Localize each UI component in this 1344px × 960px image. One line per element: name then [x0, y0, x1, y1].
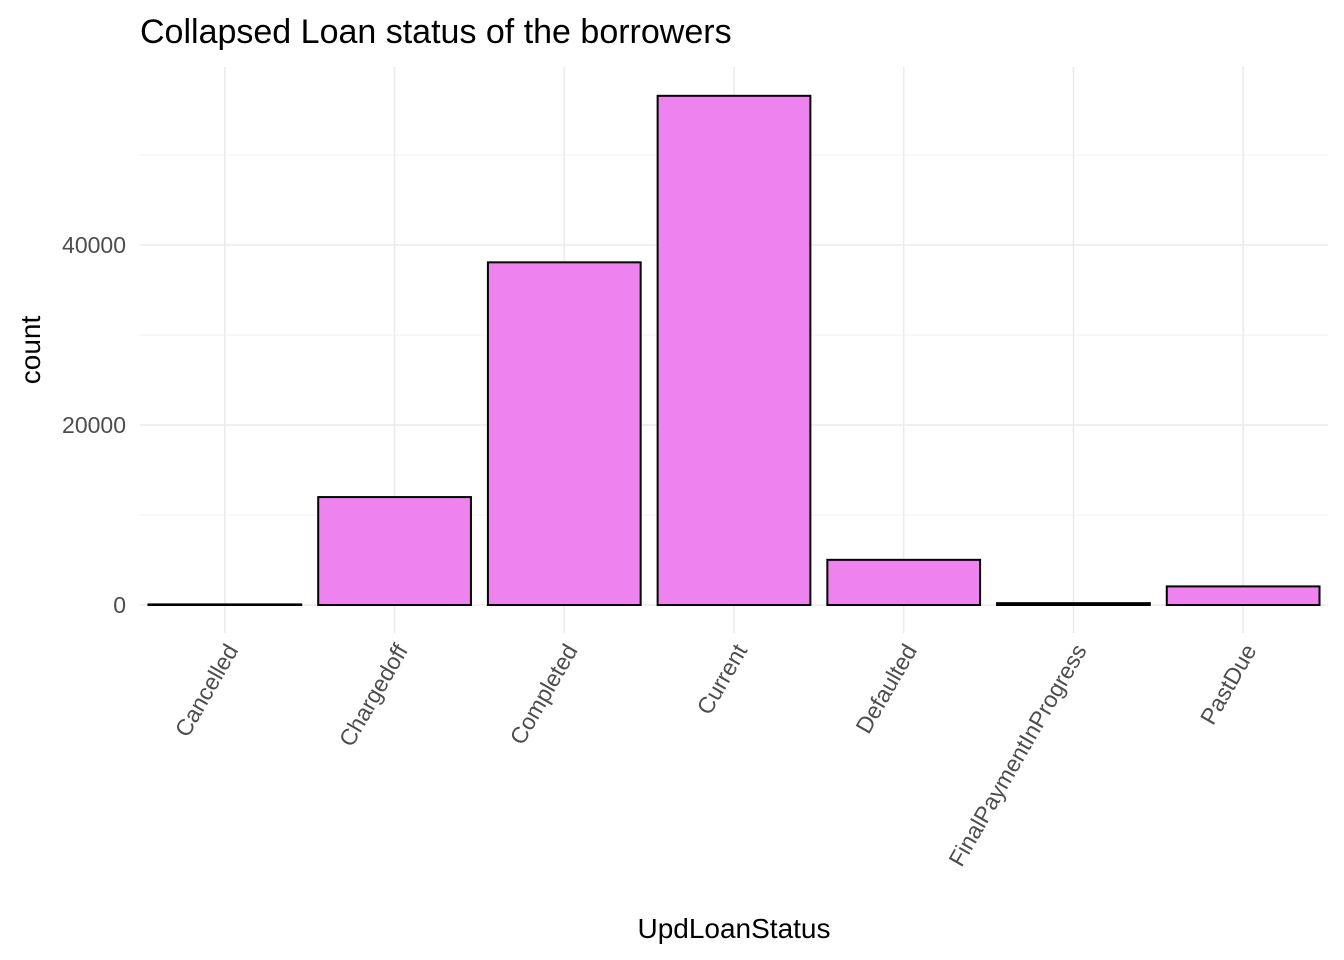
x-tick-label: Cancelled [170, 640, 244, 742]
bar-chargedoff [317, 496, 472, 606]
x-axis-ticks: Cancelled Chargedoff Completed Current Defau… [170, 639, 1262, 871]
y-tick-label: 40000 [62, 232, 126, 258]
bar-finalpaymentinprogress [996, 602, 1151, 607]
y-axis-ticks: 0 20000 40000 [62, 232, 126, 618]
x-tick-label: Chargedoff [334, 639, 414, 751]
bar-completed [486, 261, 642, 606]
bar-cancelled [147, 603, 303, 607]
x-tick-label: Current [691, 639, 752, 719]
y-axis-title: count [15, 316, 46, 385]
y-tick-label: 0 [113, 592, 126, 618]
x-tick-label: Defaulted [850, 640, 922, 738]
bar-current [656, 94, 812, 606]
bar-defaulted [826, 558, 982, 607]
y-tick-label: 20000 [62, 412, 126, 438]
bar-pastdue [1165, 585, 1321, 606]
bars [147, 94, 1321, 607]
chart-title: Collapsed Loan status of the borrowers [140, 13, 732, 51]
x-tick-label: Completed [504, 640, 582, 749]
x-tick-label: FinalPaymentInProgress [943, 640, 1091, 871]
x-tick-label: PastDue [1195, 640, 1262, 729]
x-axis-title: UpdLoanStatus [637, 913, 830, 944]
